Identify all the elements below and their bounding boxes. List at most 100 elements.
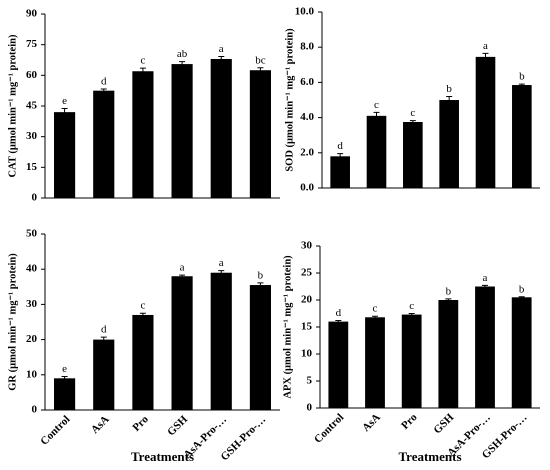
- y-tick-label: 75: [26, 38, 38, 50]
- significance-letter: a: [483, 272, 488, 284]
- significance-letter: e: [62, 363, 67, 375]
- significance-letter: b: [446, 285, 452, 297]
- bar: [210, 272, 232, 410]
- significance-letter: b: [446, 83, 452, 95]
- significance-letter: b: [258, 269, 264, 281]
- x-tick-label: Control: [312, 411, 346, 445]
- y-tick-label: 0: [307, 402, 313, 414]
- bar: [403, 122, 423, 188]
- y-tick-label: 2.0: [300, 146, 314, 158]
- y-axis-label: SOD (μmol min⁻¹ mg⁻¹ protein): [284, 28, 295, 172]
- bar: [328, 321, 349, 408]
- y-tick-label: 30: [26, 130, 38, 142]
- y-axis-label: APX (μmol min⁻¹ mg⁻¹ protein): [282, 255, 293, 399]
- bar: [171, 64, 193, 198]
- bar: [132, 314, 154, 410]
- x-tick-label: Pro: [130, 413, 151, 434]
- bar: [54, 112, 76, 198]
- error-bar: [100, 336, 107, 343]
- error-bar: [100, 88, 107, 93]
- y-axis-label: GR (μmol min⁻¹ mg⁻¹ protein): [7, 253, 18, 391]
- significance-letter: d: [101, 324, 107, 336]
- x-axis-label: Treatments: [131, 449, 194, 464]
- x-tick-label: Control: [38, 413, 72, 447]
- x-tick-label: AsA: [89, 413, 112, 436]
- significance-letter: a: [180, 262, 185, 274]
- significance-letter: c: [140, 55, 145, 67]
- x-tick-label: GSH: [431, 411, 456, 436]
- significance-letter: d: [336, 307, 342, 319]
- y-tick-label: 20: [26, 333, 38, 345]
- significance-letter: c: [409, 300, 414, 312]
- significance-letter: d: [337, 140, 343, 152]
- significance-letter: c: [373, 303, 378, 315]
- significance-letter: b: [519, 283, 525, 295]
- significance-letter: ab: [177, 48, 188, 60]
- y-tick-label: 40: [26, 263, 38, 275]
- error-bar: [257, 67, 264, 74]
- significance-letter: c: [374, 99, 379, 111]
- significance-letter: d: [101, 76, 107, 88]
- error-bar: [139, 67, 146, 75]
- error-bar: [61, 376, 68, 381]
- bar: [330, 156, 350, 188]
- bar: [171, 276, 193, 410]
- y-tick-label: 45: [26, 100, 38, 112]
- bar: [511, 297, 532, 408]
- bar: [401, 314, 422, 408]
- y-tick-label: 30: [301, 240, 313, 252]
- y-tick-label: 8.0: [300, 41, 314, 53]
- significance-letter: e: [62, 95, 67, 107]
- y-tick-label: 5: [307, 375, 313, 387]
- bar: [93, 339, 115, 410]
- error-bar: [482, 52, 489, 61]
- y-axis-label: CAT (μmol min⁻¹ mg⁻¹ protein): [7, 34, 18, 177]
- error-bar: [518, 83, 525, 87]
- y-tick-label: 20: [301, 294, 313, 306]
- error-bar: [139, 312, 146, 318]
- error-bar: [179, 274, 186, 278]
- y-tick-label: 0.0: [300, 182, 314, 194]
- bar: [512, 85, 532, 188]
- error-bar: [218, 270, 225, 276]
- y-tick-label: 0: [32, 404, 38, 416]
- error-bar: [408, 313, 415, 317]
- error-bar: [518, 296, 525, 299]
- error-bar: [179, 61, 186, 68]
- y-tick-label: 10: [301, 348, 313, 360]
- error-bar: [257, 282, 264, 288]
- significance-letter: a: [483, 40, 488, 52]
- significance-letter: b: [519, 71, 525, 83]
- bar: [54, 378, 76, 410]
- error-bar: [337, 153, 344, 160]
- bar: [210, 58, 232, 198]
- error-bar: [218, 56, 225, 62]
- error-bar: [482, 284, 488, 289]
- x-tick-label: GSH: [165, 413, 190, 438]
- y-tick-label: 30: [26, 298, 38, 310]
- error-bar: [409, 120, 416, 124]
- y-tick-label: 15: [26, 161, 38, 173]
- y-tick-label: 25: [301, 267, 313, 279]
- bar: [475, 286, 495, 408]
- y-tick-label: 10: [26, 368, 38, 380]
- y-tick-label: 10.0: [295, 6, 315, 18]
- error-bar: [372, 315, 378, 319]
- x-tick-label: AsA: [360, 411, 383, 434]
- y-tick-label: 4.0: [300, 111, 314, 123]
- error-bar: [61, 107, 68, 117]
- error-bar: [445, 298, 452, 302]
- y-tick-label: 6.0: [300, 76, 314, 88]
- significance-letter: c: [140, 300, 145, 312]
- error-bar: [373, 111, 380, 120]
- bar: [439, 100, 459, 188]
- bar: [365, 317, 385, 408]
- y-tick-label: 0: [32, 192, 38, 204]
- x-axis-label: Treatments: [398, 449, 461, 464]
- significance-letter: a: [219, 43, 224, 55]
- error-bar: [335, 320, 342, 324]
- y-tick-label: 15: [301, 321, 313, 333]
- bar: [249, 285, 271, 410]
- error-bar: [446, 95, 453, 105]
- bar: [366, 115, 387, 188]
